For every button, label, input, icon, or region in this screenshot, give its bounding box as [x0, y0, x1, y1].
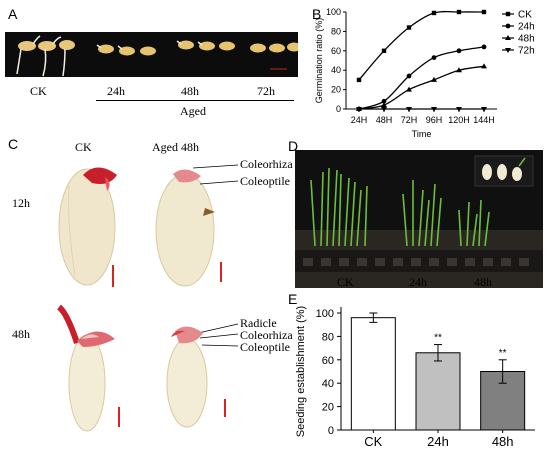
b-marker [481, 9, 487, 15]
panel-c-row-12h: 12h [12, 196, 30, 210]
e-x-tick-label: 48h [492, 434, 514, 449]
panel-c-row-48h: 48h [12, 327, 30, 341]
b-marker [456, 67, 462, 73]
panel-c-letter: C [8, 136, 19, 152]
b-marker [505, 11, 511, 17]
panel-a-aged-bracket [96, 100, 294, 101]
panel-a-label-24h: 24h [107, 84, 125, 98]
e-x-tick-label: 24h [427, 434, 449, 449]
panel-c-col-aged: Aged 48h [152, 140, 199, 154]
panel-a-label-48h: 48h [181, 84, 199, 98]
e-y-tick-label: 20 [322, 402, 334, 414]
b-marker [456, 48, 462, 54]
e-y-tick-label: 60 [322, 355, 334, 367]
b-marker [356, 107, 362, 112]
b-x-tick-label: 72H [401, 115, 418, 125]
b-x-tick-label: 120H [448, 115, 470, 125]
label-coleorhiza-bottom: Coleorhiza [240, 328, 293, 342]
e-y-tick-label: 0 [328, 425, 334, 437]
b-marker [381, 48, 387, 53]
e-significance-label: ** [434, 333, 442, 344]
b-x-axis-label: Time [412, 129, 432, 139]
germination-line-chart: 0 20 40 60 80 100 24H 48H 72H 96H 120H 144H Time Germ… [314, 7, 535, 139]
b-marker [431, 107, 437, 112]
b-legend-label: 72h [518, 46, 535, 57]
seed-ck-12h-photo [47, 155, 132, 290]
e-significance-label: ** [499, 348, 507, 359]
seed-aged-48h-drawing [166, 326, 226, 428]
label-coleoptile-top: Coleoptile [240, 174, 290, 188]
b-marker [505, 35, 511, 40]
e-bar-24h [415, 352, 461, 431]
b-y-tick-label: 40 [331, 65, 341, 75]
b-marker [481, 63, 487, 69]
panel-d-label-48h: 48h [474, 275, 492, 289]
seed-aged-12h-drawing [155, 169, 222, 287]
b-marker [456, 107, 462, 112]
panel-e-letter: E [288, 291, 298, 307]
b-x-tick-label: 48H [376, 115, 393, 125]
b-x-tick-label: 96H [426, 115, 443, 125]
seed-photo-drawing [16, 35, 298, 77]
b-marker [381, 98, 387, 104]
seed-ck-48h-photo [47, 303, 137, 435]
b-marker [406, 25, 412, 30]
b-marker [406, 86, 412, 92]
seed-aged-12h-photo [145, 160, 230, 290]
b-y-tick-label: 0 [336, 104, 341, 114]
e-y-tick-label: 40 [322, 378, 334, 390]
b-marker [481, 107, 487, 112]
b-y-tick-label: 80 [331, 26, 341, 36]
panel-d-label-ck: CK [337, 275, 354, 289]
panel-b-letter: B [312, 6, 322, 22]
panel-d-letter: D [288, 138, 299, 154]
panel-a-seed-photo [5, 32, 298, 77]
b-marker [431, 55, 437, 60]
b-series-line-CK [358, 10, 485, 81]
panel-a-letter: A [8, 6, 18, 22]
panel-a-label-72h: 72h [257, 84, 275, 98]
b-legend-label: 24h [518, 22, 535, 33]
panel-a-label-ck: CK [30, 84, 47, 98]
panel-c-col-ck: CK [75, 140, 92, 154]
e-y-axis-label: Seeding establishment (%) [295, 306, 307, 437]
b-marker [505, 48, 511, 53]
label-coleoptile-bottom: Coleoptile [240, 340, 290, 354]
b-marker [456, 9, 462, 15]
b-marker [381, 102, 387, 108]
seed-ck-48h-drawing [56, 304, 120, 432]
b-y-tick-label: 60 [331, 46, 341, 56]
b-marker [505, 23, 511, 29]
b-legend-label: CK [518, 10, 532, 21]
b-marker [431, 76, 437, 82]
b-marker [406, 107, 412, 112]
b-y-tick-label: 100 [326, 7, 341, 17]
e-bar-CK [350, 317, 396, 431]
label-radicle: Radicle [240, 316, 277, 330]
e-y-tick-label: 80 [322, 331, 334, 343]
seed-aged-48h-photo [145, 303, 235, 435]
b-marker [406, 73, 412, 79]
e-y-tick-label: 100 [316, 308, 334, 320]
panel-a-aged-label: Aged [180, 104, 206, 118]
b-marker [381, 107, 387, 112]
seedling-tray-photo [295, 150, 543, 288]
b-marker [431, 10, 437, 16]
b-x-tick-label: 144H [473, 115, 495, 125]
b-y-axis-label: Germination ratio (%) [314, 18, 324, 104]
seedling-tray-drawing [295, 155, 543, 288]
e-x-tick-label: CK [364, 434, 382, 449]
panel-d-label-24h: 24h [409, 275, 427, 289]
b-x-tick-label: 24H [351, 115, 368, 125]
b-marker [481, 44, 487, 50]
b-marker [356, 77, 362, 83]
b-y-tick-label: 20 [331, 85, 341, 95]
seed-ck-12h-drawing [58, 167, 117, 287]
label-coleorhiza-top: Coleorhiza [240, 157, 293, 171]
b-legend-label: 48h [518, 34, 535, 45]
